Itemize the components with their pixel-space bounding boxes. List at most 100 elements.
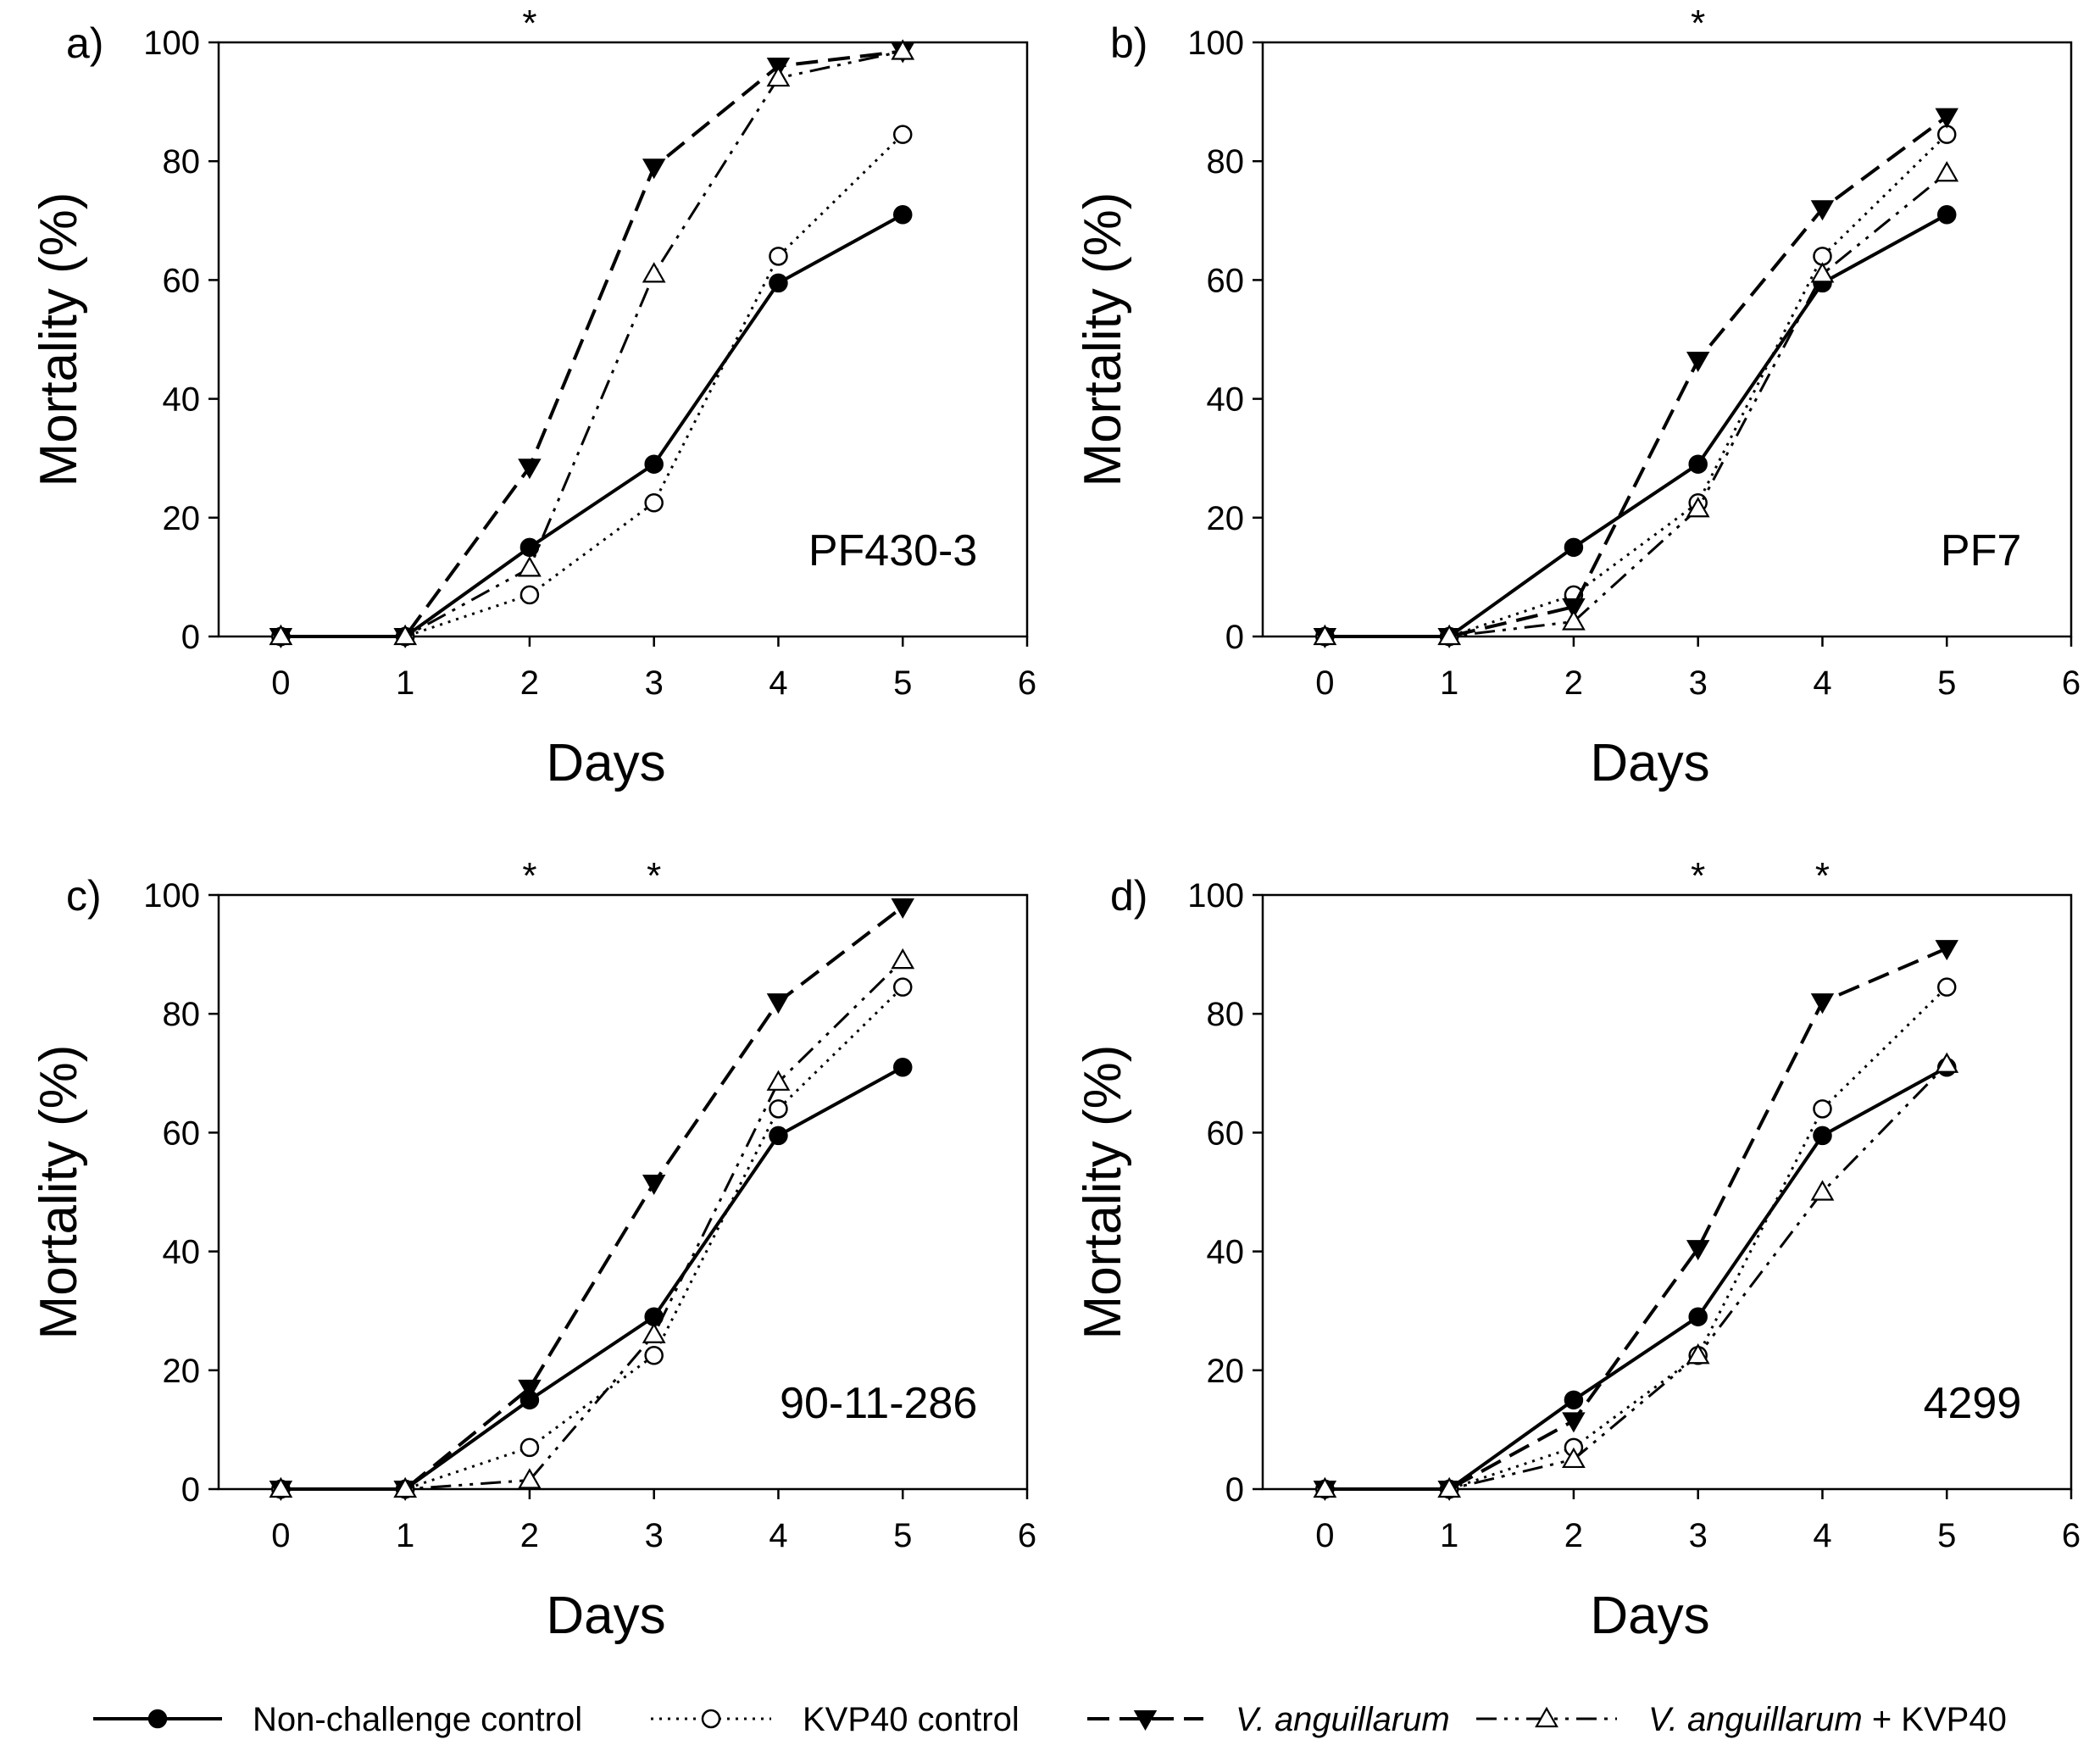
x-tick-label: 4	[1813, 1517, 1831, 1554]
y-tick-label: 20	[1207, 500, 1245, 537]
y-tick-label: 80	[163, 143, 201, 181]
x-tick-label: 0	[271, 1517, 290, 1554]
x-tick-label: 5	[1937, 1517, 1956, 1554]
data-point	[769, 1126, 788, 1146]
data-point	[269, 624, 293, 646]
strain-label: PF430-3	[808, 526, 977, 575]
data-point	[1935, 108, 1958, 129]
y-tick-label: 0	[181, 1471, 200, 1509]
y-tick-label: 60	[1207, 1114, 1245, 1152]
y-tick-label: 40	[163, 1234, 201, 1271]
data-point	[1562, 598, 1586, 619]
data-point	[1437, 1476, 1462, 1498]
y-tick-label: 40	[163, 381, 201, 419]
panel-label: b)	[1110, 19, 1147, 67]
data-point	[1688, 454, 1708, 474]
series-v-anguillarum-kvp40	[1313, 161, 1959, 646]
series-line	[281, 959, 904, 1491]
series-v-anguillarum-kvp40	[269, 39, 915, 646]
data-point	[1562, 1447, 1586, 1469]
plot-frame	[217, 893, 1029, 1491]
data-point	[1562, 609, 1586, 631]
legend-label: KVP40 control	[803, 1701, 1019, 1738]
series-line	[1325, 1065, 1948, 1491]
panel-label: d)	[1110, 872, 1147, 920]
data-point	[769, 1099, 788, 1119]
y-axis-title: Mortality (%)	[30, 1045, 88, 1340]
y-tick-label: 40	[1207, 1234, 1245, 1271]
y-tick-label: 100	[1187, 25, 1244, 62]
series-v-anguillarum	[1313, 108, 1958, 649]
series-line	[1325, 986, 1948, 1491]
data-point	[644, 454, 664, 474]
series-line	[1325, 947, 1948, 1491]
data-point	[766, 993, 791, 1014]
series-line	[1325, 172, 1948, 638]
y-tick-label: 60	[163, 1114, 201, 1152]
x-tick-label: 1	[396, 664, 414, 702]
y-axis-title: Mortality (%)	[30, 192, 88, 487]
data-point	[891, 948, 915, 970]
legend-marker	[1535, 1706, 1558, 1728]
x-tick-label: 2	[1564, 664, 1583, 702]
plot-frame	[1261, 893, 2073, 1491]
plot-frame	[1261, 41, 2073, 638]
legend-entry: V. anguillarum	[1087, 1701, 1450, 1738]
y-tick-label: 0	[181, 619, 200, 656]
data-point	[1813, 1126, 1832, 1146]
data-point	[1313, 1476, 1337, 1498]
y-tick-label: 80	[1207, 996, 1245, 1033]
data-point	[1810, 993, 1835, 1014]
legend-marker	[147, 1709, 168, 1729]
x-tick-label: 2	[520, 664, 539, 702]
significance-star: *	[522, 3, 536, 44]
x-tick-label: 5	[893, 1517, 912, 1554]
data-point	[642, 158, 666, 180]
panel-b: 0 20 40 60 80 100 0 1 2 3 4 5 6 Days Mortality (%) b) PF…	[1074, 3, 2081, 792]
series-non-challenge-control	[271, 1058, 913, 1499]
x-axis-title: Days	[1590, 1587, 1709, 1645]
data-point	[1686, 352, 1710, 373]
series-line	[281, 50, 903, 638]
legend-label: V. anguillarum + KVP40	[1648, 1701, 2007, 1738]
data-point	[891, 898, 914, 920]
series-v-anguillarum-kvp40	[1313, 1052, 1959, 1498]
legend-entry: KVP40 control	[651, 1701, 1019, 1738]
data-point	[1813, 1099, 1832, 1119]
y-tick-label: 80	[163, 996, 201, 1033]
x-axis-title: Days	[546, 1587, 665, 1645]
data-point	[642, 262, 666, 283]
data-point	[766, 65, 791, 87]
strain-label: 90-11-286	[780, 1379, 977, 1428]
x-tick-label: 6	[2062, 664, 2081, 702]
y-tick-label: 0	[1225, 619, 1244, 656]
data-point	[892, 1058, 913, 1077]
data-point	[1686, 497, 1710, 518]
legend-entry: V. anguillarum + KVP40	[1476, 1701, 2007, 1738]
y-tick-label: 20	[163, 500, 201, 537]
y-axis-title: Mortality (%)	[1074, 192, 1132, 487]
significance-star: *	[522, 855, 536, 897]
data-point	[769, 247, 788, 266]
y-tick-label: 40	[1207, 381, 1245, 419]
series-line	[1325, 115, 1948, 638]
x-tick-label: 1	[396, 1517, 414, 1554]
panel-d: 0 20 40 60 80 100 0 1 2 3 4 5 6 Days Mortality (%) d) 42…	[1074, 855, 2081, 1645]
data-point	[1562, 1412, 1586, 1433]
x-tick-label: 3	[645, 664, 664, 702]
x-tick-label: 2	[1564, 1517, 1583, 1554]
y-tick-label: 100	[1187, 877, 1244, 914]
data-point	[519, 1437, 540, 1458]
data-point	[1935, 161, 1959, 182]
data-point	[1936, 205, 1957, 225]
legend: Non-challenge control KVP40 control V. ang…	[93, 1701, 2007, 1738]
y-axis-title: Mortality (%)	[1074, 1045, 1132, 1340]
x-tick-label: 5	[893, 664, 912, 702]
data-point	[769, 273, 788, 293]
legend-marker	[701, 1709, 721, 1729]
x-tick-label: 3	[1689, 664, 1708, 702]
x-tick-label: 1	[1440, 1517, 1458, 1554]
series-non-challenge-control	[1315, 205, 1957, 647]
series-kvp40-control	[1315, 977, 1957, 1499]
